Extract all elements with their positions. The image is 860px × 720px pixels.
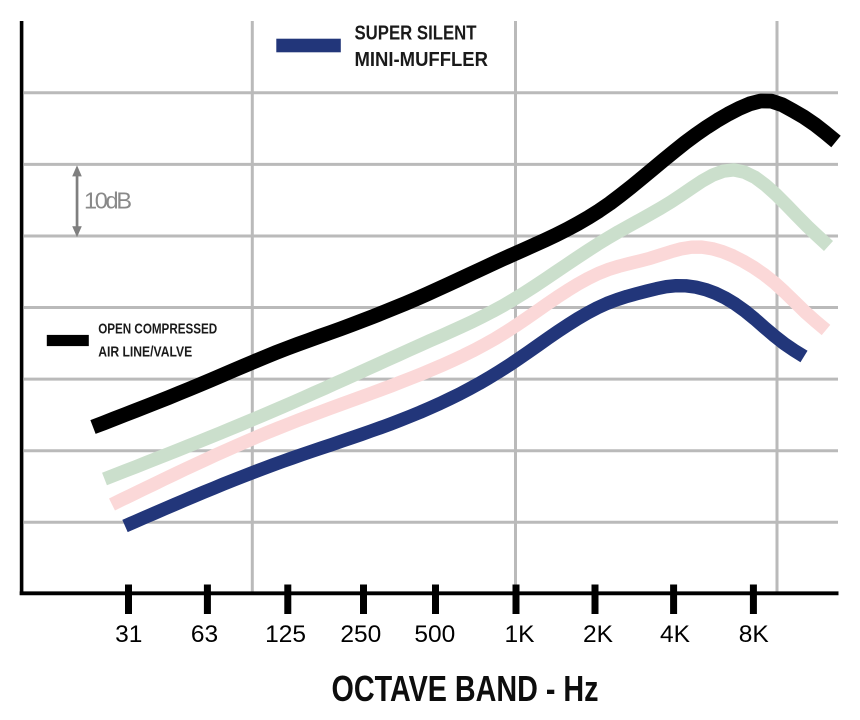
svg-text:AIR LINE/VALVE: AIR LINE/VALVE [98, 345, 192, 361]
svg-text:250: 250 [340, 621, 381, 648]
svg-text:OCTAVE BAND - Hz: OCTAVE BAND - Hz [332, 668, 599, 709]
svg-text:10dB: 10dB [84, 188, 132, 214]
svg-text:4K: 4K [660, 621, 691, 648]
svg-text:2K: 2K [583, 621, 614, 648]
svg-text:1K: 1K [505, 621, 536, 648]
svg-text:OPEN COMPRESSED: OPEN COMPRESSED [98, 322, 217, 338]
svg-text:500: 500 [414, 621, 455, 648]
svg-text:63: 63 [191, 621, 218, 648]
svg-text:31: 31 [115, 621, 142, 648]
svg-text:MINI-MUFFLER: MINI-MUFFLER [355, 49, 489, 71]
svg-text:SUPER SILENT: SUPER SILENT [355, 22, 478, 44]
svg-text:125: 125 [265, 621, 306, 648]
svg-text:8K: 8K [739, 621, 770, 648]
